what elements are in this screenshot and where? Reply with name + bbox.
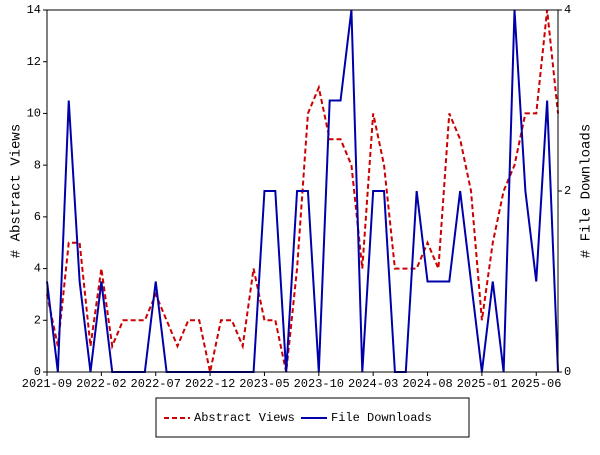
y-tick-label: 0 xyxy=(34,365,41,379)
y2-tick-label: 2 xyxy=(564,184,571,198)
x-tick-label: 2023-10 xyxy=(294,377,344,391)
x-tick-label: 2025-06 xyxy=(511,377,561,391)
y-tick-label: 14 xyxy=(27,3,41,17)
y2-axis-label: # File Downloads xyxy=(579,124,595,258)
x-tick-label: 2021-09 xyxy=(22,377,72,391)
plot-frame xyxy=(46,9,559,373)
x-tick-label: 2025-01 xyxy=(457,377,507,391)
legend-label: File Downloads xyxy=(331,411,432,425)
x-tick-label: 2022-12 xyxy=(185,377,235,391)
y-axis-label: # Abstract Views xyxy=(9,124,25,258)
legend-label: Abstract Views xyxy=(194,411,295,425)
x-tick-label: 2023-05 xyxy=(239,377,289,391)
y-tick-label: 6 xyxy=(34,210,41,224)
y-tick-label: 8 xyxy=(34,158,41,172)
y2-tick-label: 0 xyxy=(564,365,571,379)
y-tick-label: 2 xyxy=(34,313,41,327)
y-tick-label: 4 xyxy=(34,262,41,276)
x-tick-label: 2022-07 xyxy=(131,377,181,391)
x-tick-label: 2024-08 xyxy=(402,377,452,391)
x-tick-label: 2024-03 xyxy=(348,377,398,391)
x-tick-label: 2022-02 xyxy=(76,377,126,391)
y-tick-label: 10 xyxy=(27,107,41,121)
y2-tick-label: 4 xyxy=(564,3,571,17)
y-tick-label: 12 xyxy=(27,55,41,69)
